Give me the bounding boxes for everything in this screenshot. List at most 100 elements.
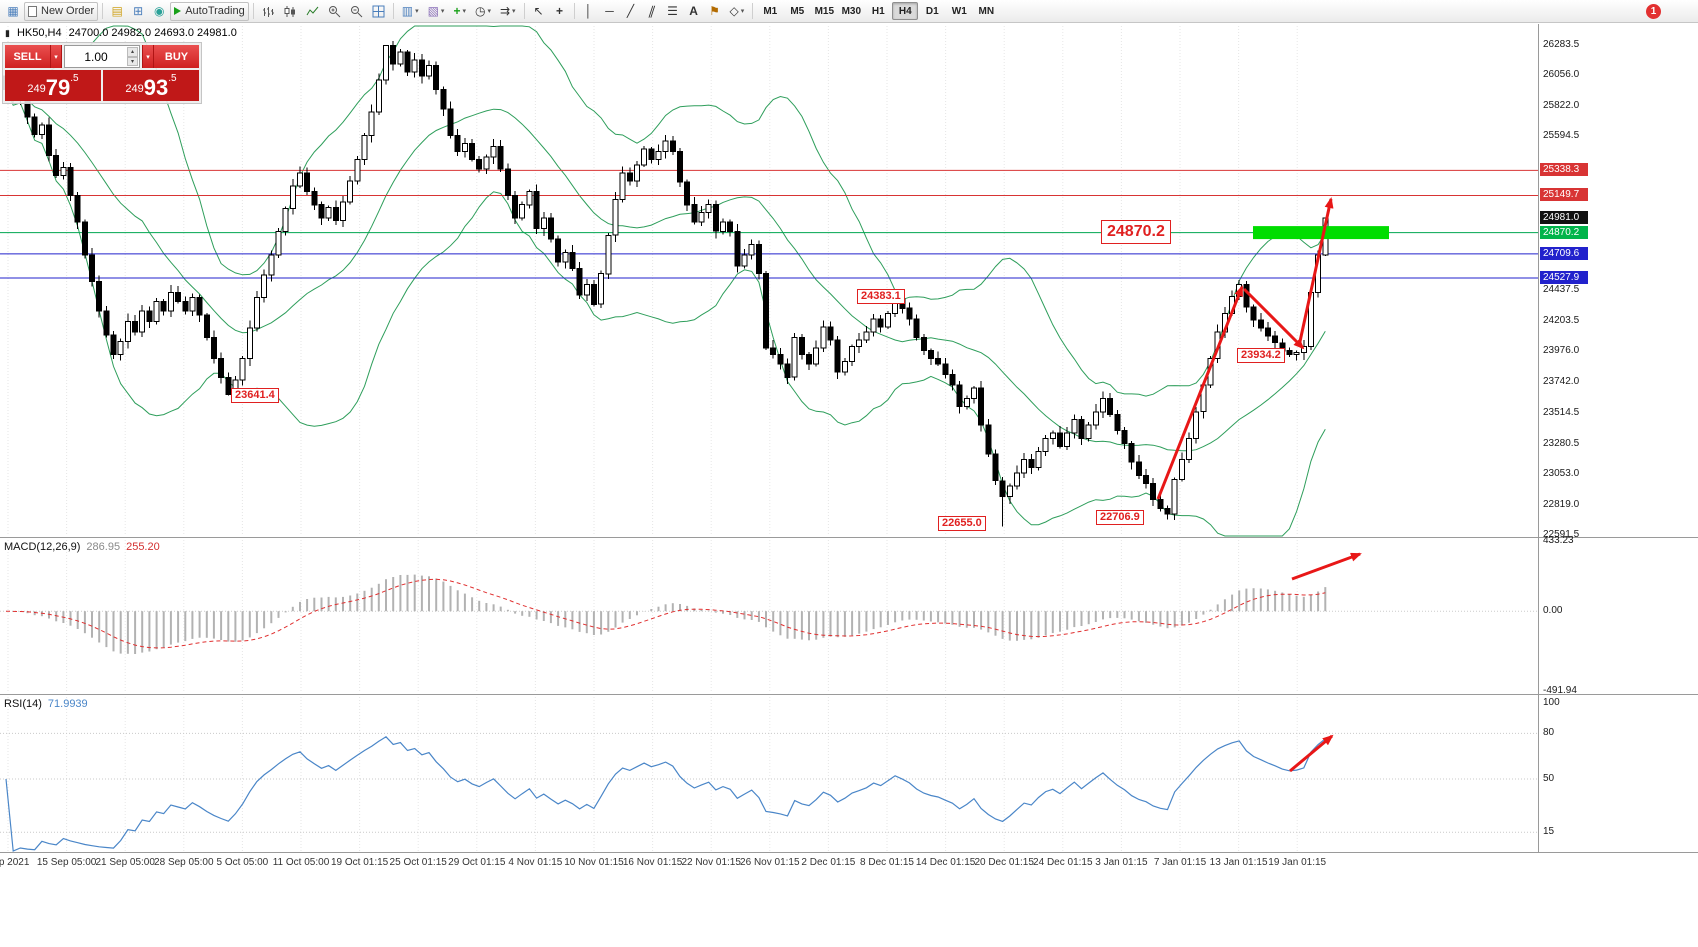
autotrading-play-icon	[174, 7, 182, 15]
timeframe-h4-button[interactable]: H4	[892, 2, 919, 20]
tile-windows-button[interactable]	[368, 2, 389, 21]
volume-down-button[interactable]: ▾	[127, 56, 138, 66]
fibonacci-button[interactable]: ☰	[663, 2, 683, 21]
price-axis-tick: 23280.5	[1543, 437, 1580, 449]
text-button[interactable]: A	[684, 2, 704, 21]
level-annotation[interactable]: 22706.9	[1096, 510, 1144, 525]
line-chart-button[interactable]	[302, 2, 323, 21]
notification-badge[interactable]: 1	[1646, 3, 1661, 19]
price-line-tag: 24709.6	[1540, 246, 1588, 260]
buy-options-caret[interactable]: ▾	[142, 45, 154, 68]
profiles-button[interactable]: ▤	[107, 2, 127, 21]
trend-arrow-2[interactable]	[1242, 287, 1305, 350]
toolbar: ▦ New Order ▤ ⊞ ◉ AutoTrading	[0, 0, 1698, 23]
buy-price[interactable]: 249 93.5	[103, 70, 199, 101]
buy-label: BUY	[164, 50, 189, 63]
macd-signal-line	[5, 578, 1326, 649]
autotrading-button[interactable]: AutoTrading	[170, 1, 249, 21]
profiles-icon: ▤	[111, 4, 123, 18]
timeframe-w1-button[interactable]: W1	[951, 5, 967, 17]
new-chart-button[interactable]: ▦	[3, 2, 23, 21]
level-annotation[interactable]: 24383.1	[857, 289, 905, 304]
time-axis-label: 5 Oct 05:00	[216, 857, 269, 868]
cursor-button[interactable]: ↖	[529, 2, 549, 21]
fibonacci-icon: ☰	[667, 4, 678, 18]
macd-axis-label: -491.94	[1543, 685, 1577, 696]
sell-price[interactable]: 249 79.5	[5, 70, 101, 101]
navigator-button[interactable]: ◉	[149, 2, 169, 21]
timeframe-d1-button[interactable]: D1	[925, 5, 939, 17]
shapes-button[interactable]: ◇ ▾	[726, 2, 749, 21]
macd-axis-label: 0.00	[1543, 605, 1563, 617]
chevron-down-icon: ▾	[440, 8, 445, 15]
buy-button[interactable]: BUY	[154, 45, 199, 68]
zoom-in-icon	[328, 5, 341, 17]
time-axis-label: 14 Dec 01:15	[915, 857, 976, 868]
sell-options-caret[interactable]: ▾	[50, 45, 62, 68]
candlestick-chart-button[interactable]	[280, 2, 301, 21]
time-axis-label: 11 Oct 05:00	[272, 857, 330, 868]
timeframe-mn-button[interactable]: MN	[978, 5, 995, 17]
macd-indicator-label: MACD(12,26,9) 286.95 255.20	[4, 541, 160, 553]
channel-button[interactable]: ∥	[642, 2, 662, 21]
price-axis-tick: 23976.0	[1543, 345, 1580, 357]
trend-arrow-5[interactable]	[1289, 734, 1334, 773]
highlight-rectangle[interactable]	[1253, 226, 1389, 240]
timeframe-m15-button[interactable]: M15	[814, 5, 835, 17]
zoom-in-button[interactable]	[324, 2, 345, 21]
new-chart-icon: ▦	[7, 4, 19, 18]
market-watch-icon: ⊞	[133, 4, 144, 18]
volume-spinner: ▴ ▾	[127, 47, 138, 66]
timeframe-m5-button[interactable]: M5	[790, 5, 805, 17]
trend-arrow-4[interactable]	[1291, 552, 1362, 581]
trend-arrow-3[interactable]	[1297, 197, 1334, 347]
chart-list-button[interactable]: ▥ ▾	[398, 2, 423, 21]
chart-list-icon: ▥	[401, 4, 414, 18]
sell-button[interactable]: SELL	[5, 45, 50, 68]
symbol-header: ▮ HK50,H4 24700.0 24982.0 24693.0 24981.…	[5, 27, 237, 39]
rsi-line	[5, 736, 1326, 852]
horizontal-line-button[interactable]: ─	[600, 2, 620, 21]
timeframe-m1-button[interactable]: M1	[763, 5, 778, 17]
indicators-button[interactable]: + ▾	[449, 2, 470, 21]
level-annotation[interactable]: 23934.2	[1237, 348, 1285, 363]
sell-label: SELL	[13, 50, 42, 63]
current-price-tag: 24981.0	[1540, 210, 1588, 224]
macd-histogram	[12, 574, 1327, 654]
label-button[interactable]: ⚑	[705, 2, 725, 21]
level-annotation[interactable]: 22655.0	[938, 516, 986, 531]
chart-shift-button[interactable]: ⇉ ▾	[496, 2, 520, 21]
level-annotation[interactable]: 23641.4	[231, 388, 279, 403]
panel-separator[interactable]	[0, 694, 1698, 695]
chevron-down-icon: ▾	[487, 8, 491, 15]
time-axis-label: 13 Jan 01:15	[1209, 857, 1268, 868]
vertical-line-button[interactable]: │	[579, 2, 599, 21]
templates-button[interactable]: ▧ ▾	[424, 2, 449, 21]
level-annotation[interactable]: 24870.2	[1101, 220, 1171, 244]
rsi-name: RSI(14)	[4, 698, 42, 710]
zoom-out-button[interactable]	[346, 2, 367, 21]
periods-button[interactable]: ◷ ▾	[471, 2, 495, 21]
market-watch-button[interactable]: ⊞	[128, 2, 148, 21]
panel-separator[interactable]	[0, 537, 1698, 538]
candlestick-chart-icon	[284, 5, 295, 17]
new-order-button[interactable]: New Order	[24, 1, 99, 21]
toolbar-separator	[252, 3, 254, 19]
toolbar-separator	[752, 3, 754, 19]
price-axis-tick: 23742.0	[1543, 376, 1580, 388]
time-axis-label: 8 Dec 01:15	[860, 857, 914, 868]
timeframe-h1-button[interactable]: H1	[871, 5, 885, 17]
crosshair-button[interactable]: +	[550, 2, 570, 21]
time-axis-label: 22 Nov 01:15	[681, 857, 741, 868]
time-axis-label: 29 Oct 01:15	[448, 857, 506, 868]
volume-up-button[interactable]: ▴	[127, 47, 138, 57]
trend-arrow-1[interactable]	[1156, 285, 1244, 500]
volume-input[interactable]	[65, 46, 139, 67]
bar-chart-icon	[262, 6, 274, 17]
symbol-period: HK50,H4	[16, 27, 62, 39]
bar-chart-button[interactable]	[258, 2, 279, 21]
chart-shift-icon: ⇉	[499, 4, 511, 18]
timeframe-m30-button[interactable]: M30	[841, 5, 862, 17]
trendline-button[interactable]: ╱	[621, 2, 641, 21]
